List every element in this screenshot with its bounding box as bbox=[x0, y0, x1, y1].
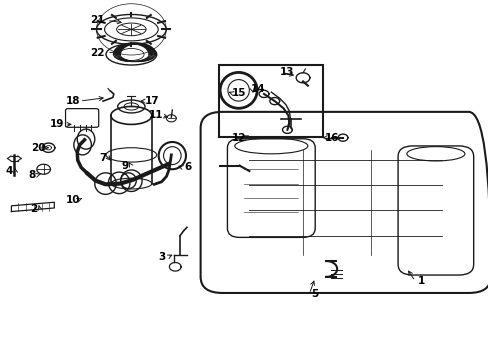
Text: 14: 14 bbox=[250, 84, 265, 94]
Text: 20: 20 bbox=[31, 143, 46, 153]
Text: 3: 3 bbox=[158, 252, 165, 262]
Text: 5: 5 bbox=[311, 289, 318, 299]
Text: 17: 17 bbox=[144, 96, 159, 106]
Text: 16: 16 bbox=[325, 133, 339, 143]
Text: 4: 4 bbox=[6, 166, 13, 176]
Text: 19: 19 bbox=[49, 120, 64, 129]
Text: 8: 8 bbox=[29, 170, 36, 180]
Text: 21: 21 bbox=[90, 15, 104, 26]
Text: 9: 9 bbox=[121, 161, 128, 171]
Text: 13: 13 bbox=[280, 67, 294, 77]
Text: 11: 11 bbox=[148, 111, 163, 121]
Bar bbox=[219, 65, 322, 137]
Text: 10: 10 bbox=[65, 195, 80, 205]
Text: 2: 2 bbox=[30, 204, 38, 214]
Text: 22: 22 bbox=[90, 48, 104, 58]
Text: 15: 15 bbox=[231, 88, 245, 98]
Text: 1: 1 bbox=[417, 276, 424, 286]
Text: 7: 7 bbox=[99, 153, 106, 163]
Polygon shape bbox=[11, 202, 54, 212]
Text: 6: 6 bbox=[184, 162, 192, 172]
Text: 12: 12 bbox=[231, 133, 245, 143]
Text: 18: 18 bbox=[65, 96, 80, 106]
